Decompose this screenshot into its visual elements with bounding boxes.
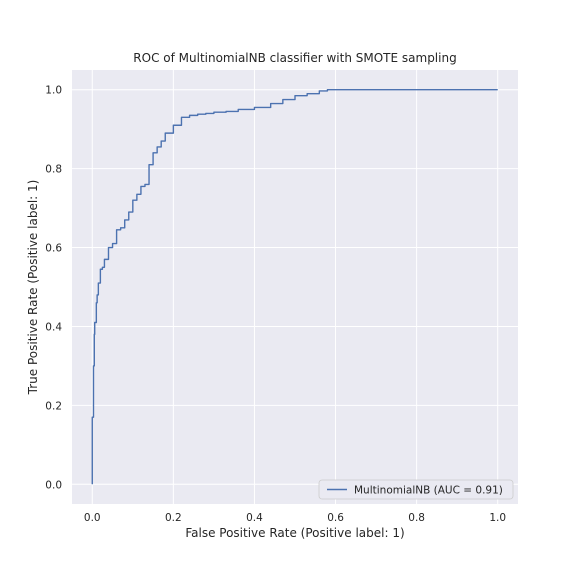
y-tick-label: 0.0 — [45, 479, 62, 491]
y-tick-label: 1.0 — [45, 85, 62, 97]
y-axis-label: True Positive Rate (Positive label: 1) — [26, 180, 40, 396]
y-tick-label: 0.8 — [45, 164, 62, 176]
plot-background — [72, 70, 518, 504]
y-tick-label: 0.4 — [45, 321, 62, 333]
x-tick-label: 0.0 — [84, 512, 101, 524]
x-tick-label: 0.6 — [327, 512, 344, 524]
x-tick-label: 0.4 — [246, 512, 263, 524]
x-tick-label: 0.2 — [165, 512, 182, 524]
series-layer — [91, 89, 498, 485]
legend-box — [318, 479, 514, 500]
roc-curve-line — [91, 89, 498, 485]
grid-lines — [72, 70, 518, 504]
x-tick-label: 1.0 — [489, 512, 506, 524]
x-tick-label: 0.8 — [408, 512, 425, 524]
x-axis-label: False Positive Rate (Positive label: 1) — [185, 526, 404, 540]
chart-title: ROC of MultinomialNB classifier with SMO… — [133, 51, 456, 65]
y-tick-label: 0.2 — [45, 400, 62, 412]
tick-labels: 0.0 0.2 0.4 0.6 0.8 1.0 0.0 0.2 0.4 0.6 0.8 1.0 — [45, 85, 506, 524]
legend-label: MultinomialNB (AUC = 0.91) — [354, 485, 503, 497]
y-tick-label: 0.6 — [45, 243, 62, 255]
legend: MultinomialNB (AUC = 0.91) — [318, 479, 514, 500]
